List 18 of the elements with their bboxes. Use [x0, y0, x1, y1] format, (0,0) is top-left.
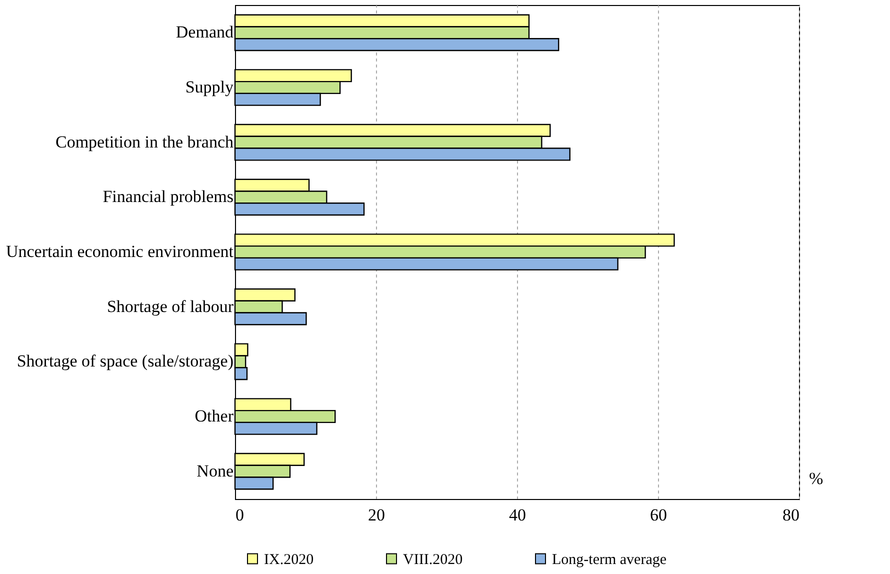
- y-tick-label: Shortage of space (sale/storage): [16, 352, 234, 371]
- y-tick-label: Shortage of labour: [106, 296, 234, 316]
- x-tick-label: 20: [368, 506, 385, 524]
- x-tick-label: 40: [509, 506, 526, 524]
- x-tick-label: 60: [650, 506, 667, 524]
- legend-label: IX.2020: [264, 552, 314, 568]
- y-tick-label: None: [196, 461, 234, 480]
- y-tick-label: Other: [194, 406, 234, 426]
- legend-label: Long-term average: [552, 552, 667, 568]
- y-tick-label: Demand: [176, 22, 234, 42]
- y-tick-label: Financial problems: [102, 187, 234, 206]
- x-tick-label: 0: [236, 506, 244, 524]
- y-tick-label: Competition in the branch: [56, 132, 234, 152]
- legend-label: VIII.2020: [403, 552, 463, 568]
- text: %: [809, 469, 824, 488]
- y-tick-label: Uncertain economic environment: [6, 242, 234, 261]
- y-tick-label: Supply: [185, 78, 234, 97]
- x-tick-label: 80: [782, 506, 800, 524]
